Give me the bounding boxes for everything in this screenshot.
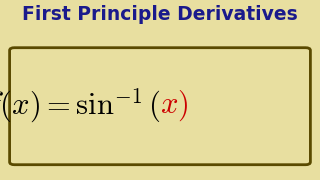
Text: First Principle Derivatives: First Principle Derivatives <box>22 5 298 24</box>
Text: $f(x) = \sin^{-1}($: $f(x) = \sin^{-1}($ <box>0 86 160 125</box>
Text: $x)$: $x)$ <box>160 88 188 123</box>
FancyBboxPatch shape <box>10 48 310 165</box>
